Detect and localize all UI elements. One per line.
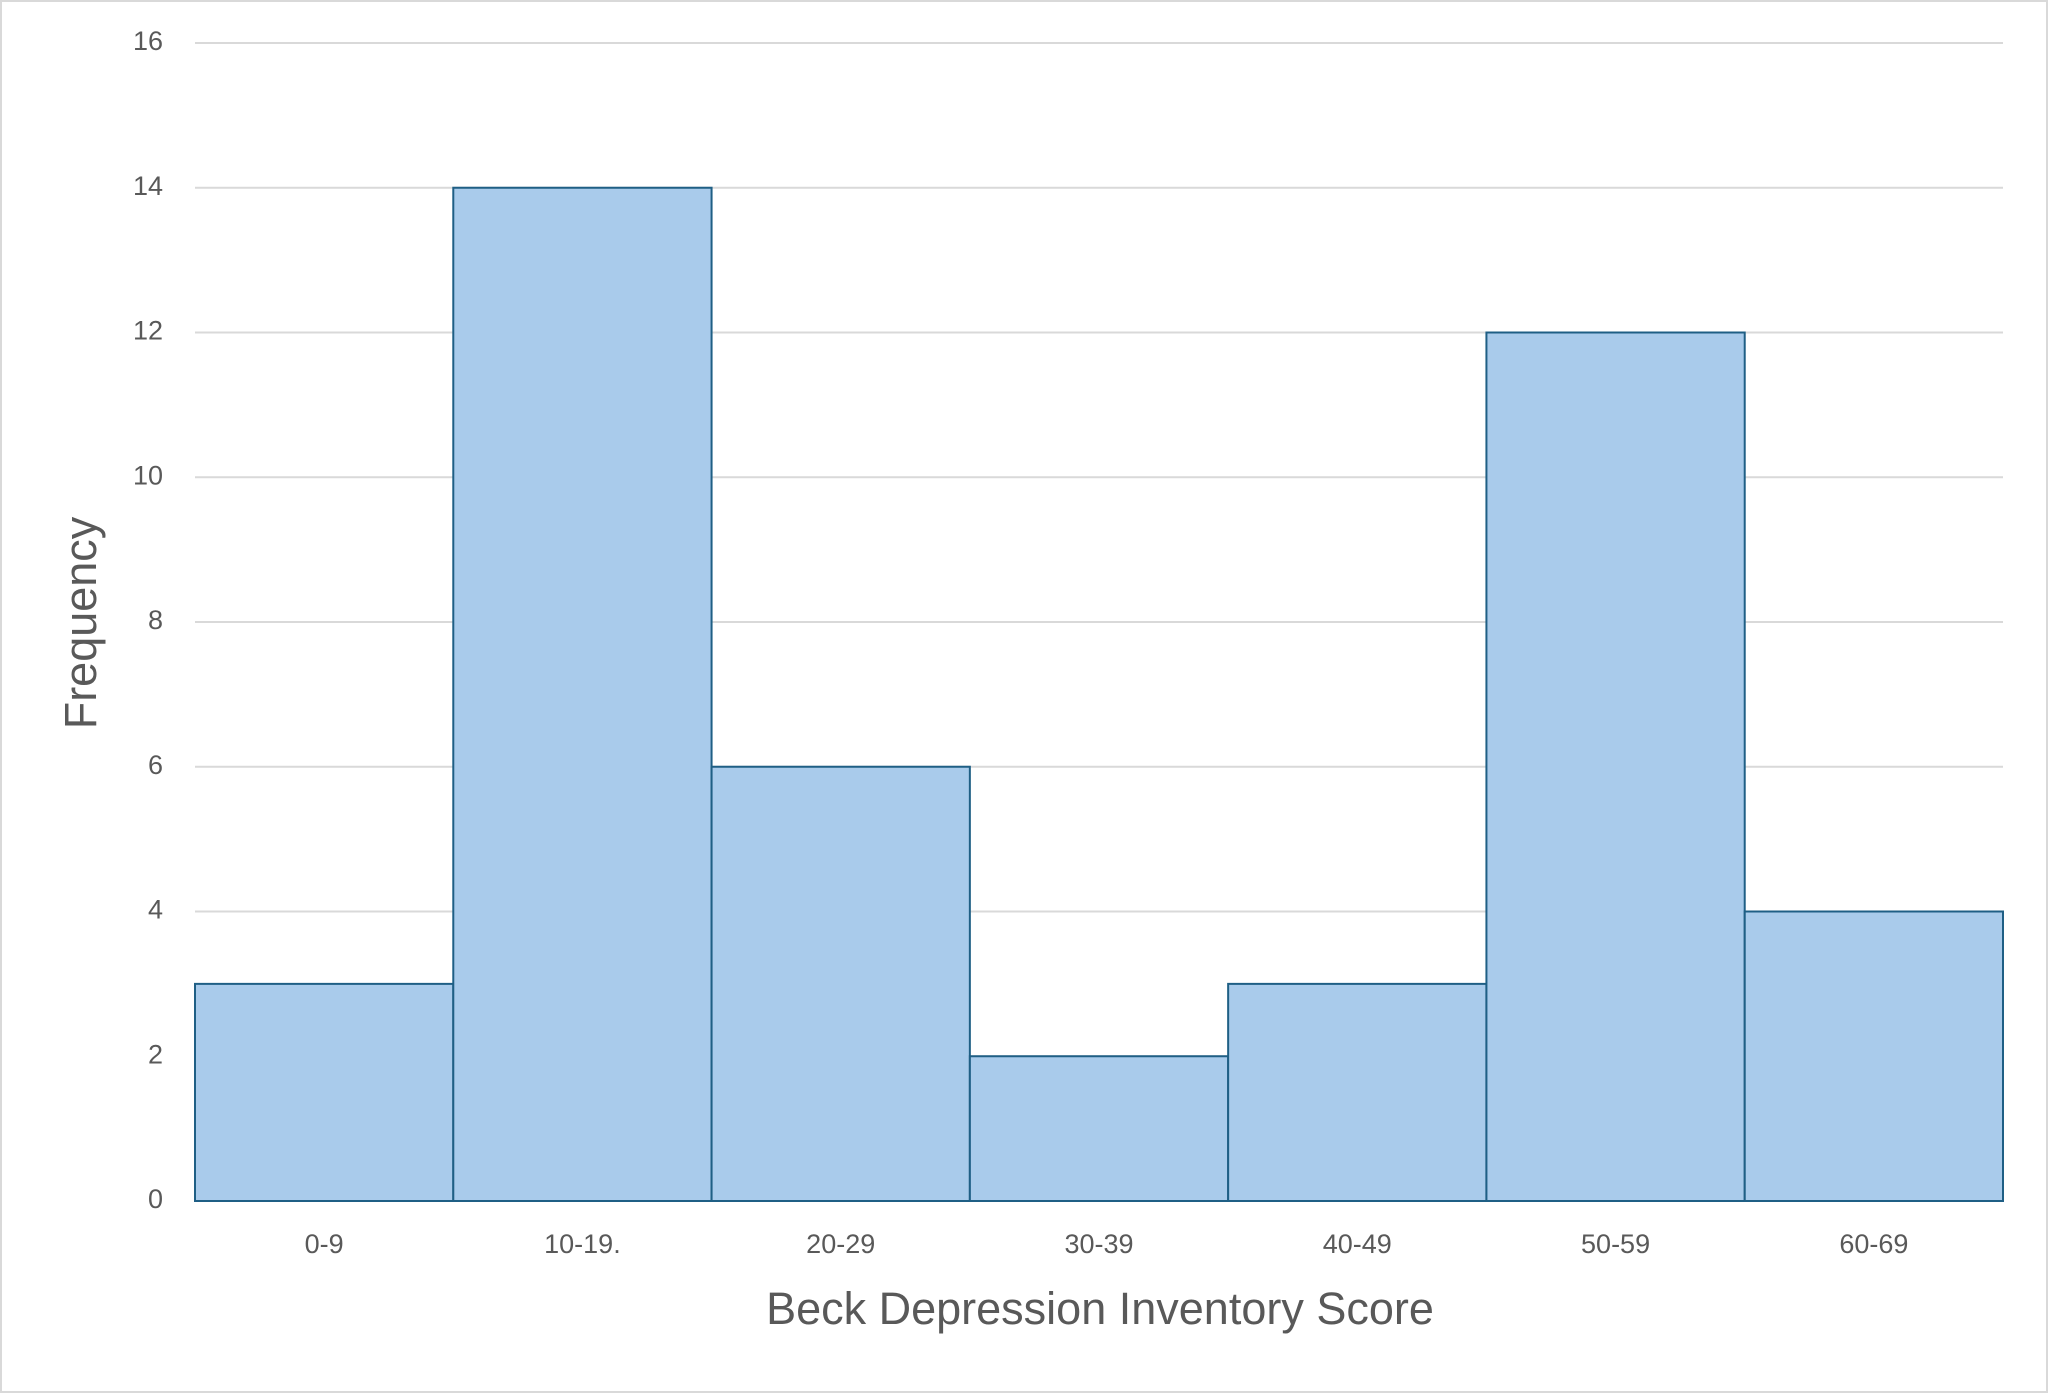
bar [194,982,455,1202]
y-tick-label: 16 [133,26,163,56]
y-tick-label: 4 [148,895,163,925]
bar [1227,982,1488,1202]
bar [1485,331,1746,1202]
y-tick-label: 10 [133,460,163,490]
y-tick-label: 12 [133,316,163,346]
bar [452,186,713,1202]
x-tick-label: 20-29 [806,1229,875,1259]
x-tick-label: 40-49 [1323,1229,1392,1259]
y-tick-label: 14 [133,171,163,201]
bar [1743,910,2004,1202]
x-tick-label: 60-69 [1839,1229,1908,1259]
bar [968,1055,1230,1202]
y-tick-label: 2 [148,1039,163,1069]
x-tick-label: 10-19. [544,1229,621,1259]
x-tick-label: 0-9 [305,1229,344,1259]
y-tick-label: 0 [148,1184,163,1214]
bar [710,765,971,1202]
y-tick-label: 6 [148,750,163,780]
y-tick-label: 8 [148,605,163,635]
x-tick-label: 50-59 [1581,1229,1650,1259]
x-tick-label: 30-39 [1064,1229,1133,1259]
y-axis-title: Frequency [55,516,106,729]
x-axis-title: Beck Depression Inventory Score [766,1283,1434,1334]
